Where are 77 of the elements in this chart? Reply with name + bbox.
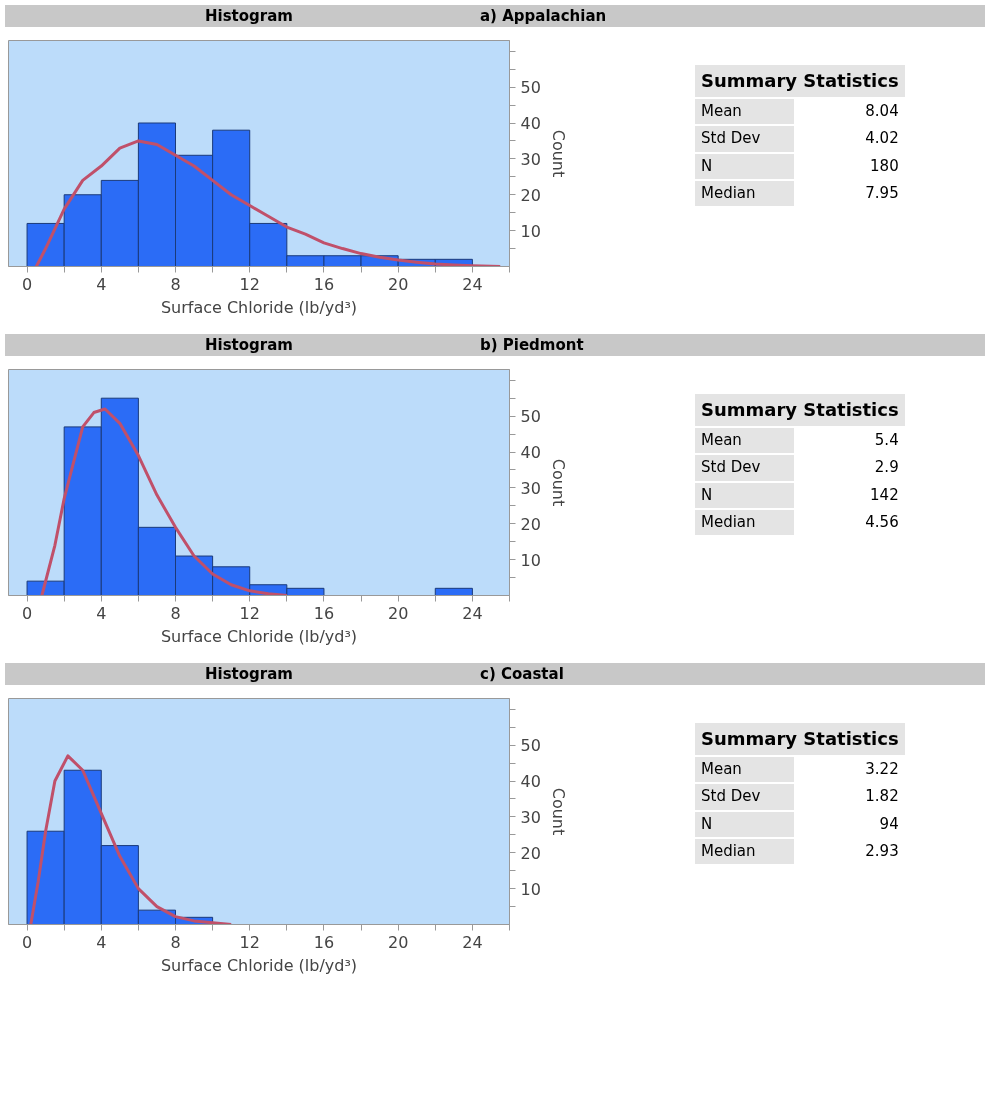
x-tick-label: 16 [313,603,335,623]
x-tick-label: 20 [387,932,409,952]
y-tick-label: 10 [520,221,541,241]
y-tick-label: 20 [520,843,541,863]
text: N [695,811,795,837]
chart-title: Histogram [205,6,293,27]
text: 5.4 [873,429,900,451]
text: Mean [695,427,795,454]
chart-title: Histogram [205,335,293,356]
y-tick-label: 40 [520,443,541,463]
x-tick-label: 0 [21,932,33,952]
x-tick-label: 4 [96,274,107,294]
line-series [29,754,233,925]
text: Median [695,180,795,207]
text: Mean [695,756,795,783]
x-tick-label: 24 [462,932,483,952]
text: 8.04 [864,100,900,122]
y-tick-label: 10 [520,550,541,570]
y-tick-label: 50 [520,407,541,427]
x-tick-label: 20 [387,603,409,623]
text: 3.22 [864,758,900,780]
x-axis-title: Surface Chloride (lb/yd³) [160,955,358,975]
y-tick-label: 10 [520,879,541,899]
x-tick-label: 24 [462,274,483,294]
x-tick-label: 24 [462,603,483,623]
text: 2.93 [864,840,900,862]
x-tick-label: 0 [21,603,33,623]
y-tick-label: 50 [520,736,541,756]
text: Median [695,509,795,536]
text: N [695,482,795,508]
x-axis-title: Surface Chloride (lb/yd³) [160,626,358,646]
text: 4.56 [864,511,900,533]
text: N [695,153,795,179]
text: Median [695,838,795,865]
x-tick-label: 4 [96,603,107,623]
text: 142 [869,484,900,506]
text: Std Dev [695,455,795,481]
x-axis-title: Surface Chloride (lb/yd³) [160,297,358,317]
y-tick-label: 20 [520,185,541,205]
x-tick-label: 0 [21,274,33,294]
text: 4.02 [864,128,900,150]
y-tick-label: 30 [520,807,541,827]
text: Mean [695,98,795,125]
y-axis-title: Count [548,458,568,507]
text: Summary Statistics [695,723,905,755]
chart-subtitle: c) Coastal [480,664,564,685]
chart-title: Histogram [205,664,293,685]
x-tick-label: 4 [96,932,107,952]
text: Std Dev [695,126,795,152]
x-tick-label: 16 [313,932,335,952]
x-tick-label: 8 [170,603,181,623]
y-axis-title: Count [548,787,568,836]
x-tick-label: 20 [387,274,409,294]
y-tick-label: 20 [520,514,541,534]
text: Summary Statistics [695,394,905,426]
y-tick-label: 40 [520,114,541,134]
x-tick-label: 12 [239,932,260,952]
x-tick-label: 8 [170,932,181,952]
text: 94 [878,813,900,835]
y-tick-label: 30 [520,149,541,169]
x-tick-label: 12 [239,603,260,623]
x-tick-label: 12 [239,274,260,294]
text: 1.82 [864,786,900,808]
y-tick-label: 30 [520,478,541,498]
x-tick-label: 8 [170,274,181,294]
text: 180 [869,155,900,177]
chart-subtitle: b) Piedmont [480,335,584,356]
y-axis-title: Count [548,129,568,178]
text: 2.9 [873,457,900,479]
text: a) Appalachian [480,6,607,27]
line-series [34,139,502,267]
y-tick-label: 50 [520,78,541,98]
text: Std Dev [695,784,795,810]
text: 7.95 [864,182,900,204]
x-tick-label: 16 [313,274,335,294]
y-tick-label: 40 [520,772,541,792]
text: Summary Statistics [695,65,905,97]
